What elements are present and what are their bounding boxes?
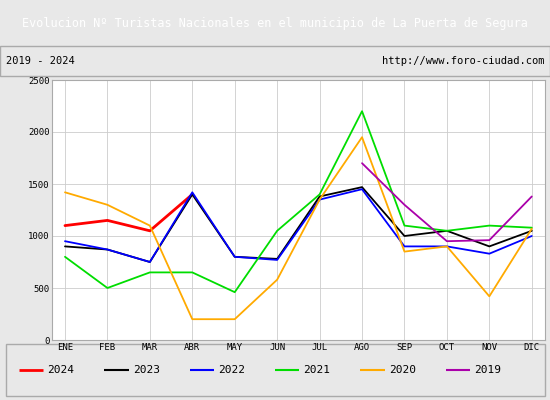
Text: 2024: 2024	[47, 365, 75, 375]
Text: Evolucion Nº Turistas Nacionales en el municipio de La Puerta de Segura: Evolucion Nº Turistas Nacionales en el m…	[22, 16, 528, 30]
Text: 2020: 2020	[389, 365, 416, 375]
Text: http://www.foro-ciudad.com: http://www.foro-ciudad.com	[382, 56, 544, 66]
Text: 2019 - 2024: 2019 - 2024	[6, 56, 74, 66]
Text: 2022: 2022	[218, 365, 245, 375]
Text: 2023: 2023	[133, 365, 160, 375]
Text: 2019: 2019	[474, 365, 501, 375]
Text: 2021: 2021	[304, 365, 331, 375]
